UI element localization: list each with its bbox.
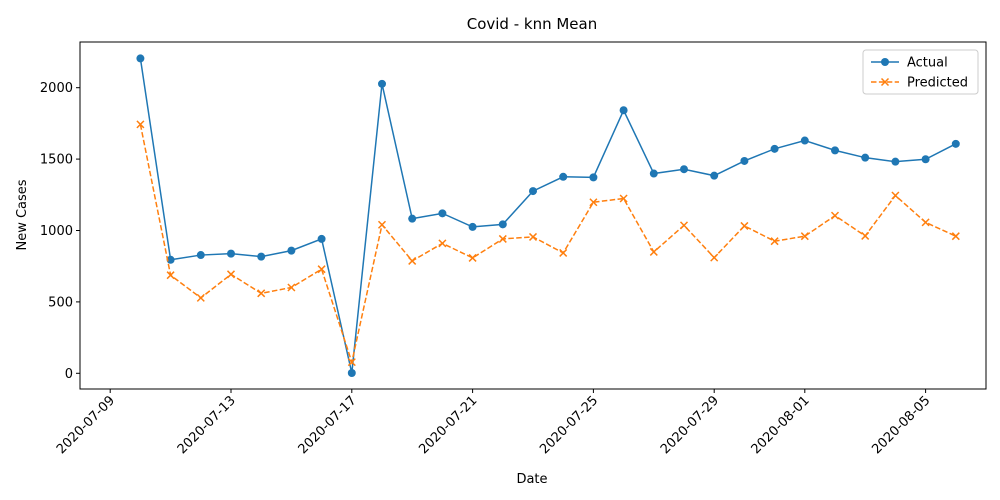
x-tick-label: 2020-07-29 — [658, 393, 722, 457]
y-tick-label: 500 — [48, 295, 73, 310]
data-point-predicted — [136, 120, 145, 129]
data-point-actual — [227, 249, 235, 258]
data-point-predicted — [166, 271, 175, 280]
data-point-predicted — [861, 231, 870, 240]
y-axis-label: New Cases — [15, 179, 30, 250]
data-point-actual — [408, 214, 417, 223]
data-point-actual — [740, 156, 749, 165]
data-point-actual — [921, 155, 930, 164]
data-point-predicted — [498, 234, 507, 243]
y-tick-label: 0 — [65, 367, 73, 382]
data-point-actual — [287, 246, 296, 255]
data-point-predicted — [649, 247, 658, 256]
data-point-actual — [136, 54, 145, 63]
data-point-actual — [257, 252, 266, 261]
series-line-predicted — [139, 124, 957, 366]
data-point-predicted — [619, 194, 628, 203]
data-point-predicted — [196, 293, 205, 302]
data-point-actual — [347, 369, 356, 378]
legend: Actual Predicted — [862, 49, 979, 95]
data-point-predicted — [951, 232, 960, 241]
data-point-predicted — [317, 265, 326, 274]
series-line-actual — [139, 58, 957, 374]
data-point-actual — [770, 144, 779, 153]
data-point-actual — [589, 173, 598, 182]
data-point-predicted — [528, 232, 538, 241]
y-tick-label: 1000 — [40, 224, 73, 239]
data-point-predicted — [740, 221, 749, 230]
y-axis-ticks: 0 500 1000 1500 2000 — [40, 81, 80, 382]
data-point-actual — [468, 222, 477, 231]
data-point-predicted — [921, 218, 930, 227]
x-tick-label: 2020-07-17 — [296, 393, 360, 457]
data-point-predicted — [438, 239, 447, 248]
data-point-actual — [680, 165, 688, 174]
plot-frame — [79, 41, 987, 390]
legend-marker-predicted — [880, 77, 890, 87]
data-point-predicted — [226, 270, 236, 279]
data-point-predicted — [347, 358, 356, 367]
data-point-actual — [378, 79, 386, 88]
plot-area — [136, 54, 960, 378]
legend-box — [862, 49, 979, 95]
x-tick-label: 2020-07-13 — [175, 393, 239, 457]
x-tick-label: 2020-07-09 — [54, 393, 118, 457]
data-point-actual — [438, 209, 447, 218]
data-point-actual — [861, 153, 870, 162]
data-point-actual — [800, 136, 809, 145]
data-point-actual — [831, 146, 839, 155]
data-point-predicted — [468, 253, 477, 262]
data-point-predicted — [891, 191, 900, 200]
data-point-predicted — [589, 198, 598, 207]
data-point-actual — [951, 139, 960, 148]
data-point-predicted — [710, 253, 719, 262]
data-point-actual — [529, 187, 537, 196]
x-axis-ticks: 2020-07-09 2020-07-13 2020-07-17 2020-07-21… — [54, 389, 933, 457]
data-point-predicted — [287, 283, 296, 292]
x-tick-label: 2020-07-21 — [416, 393, 480, 457]
y-tick-label: 2000 — [40, 81, 73, 96]
data-point-actual — [196, 251, 205, 260]
data-point-actual — [166, 255, 175, 264]
chart-title: Covid - knn Mean — [467, 15, 598, 33]
data-point-actual — [619, 106, 628, 115]
data-point-actual — [498, 220, 507, 229]
data-point-predicted — [800, 232, 809, 241]
data-point-predicted — [830, 211, 840, 220]
x-tick-label: 2020-08-05 — [869, 393, 933, 457]
y-tick-label: 1500 — [40, 153, 73, 168]
data-point-actual — [649, 169, 658, 178]
legend-label-actual: Actual — [907, 56, 948, 71]
data-point-predicted — [559, 248, 568, 257]
data-point-predicted — [257, 289, 266, 298]
x-tick-label: 2020-07-25 — [537, 393, 601, 457]
data-point-actual — [891, 157, 900, 166]
data-point-actual — [710, 171, 719, 180]
data-point-predicted — [679, 221, 689, 230]
x-tick-label: 2020-08-01 — [749, 393, 813, 457]
data-point-predicted — [770, 237, 779, 246]
legend-label-predicted: Predicted — [907, 76, 968, 91]
x-axis-label: Date — [516, 472, 547, 487]
data-point-actual — [559, 172, 568, 181]
legend-marker-actual — [881, 58, 889, 66]
data-point-actual — [317, 234, 326, 243]
data-point-predicted — [377, 220, 387, 229]
data-point-predicted — [408, 256, 417, 265]
